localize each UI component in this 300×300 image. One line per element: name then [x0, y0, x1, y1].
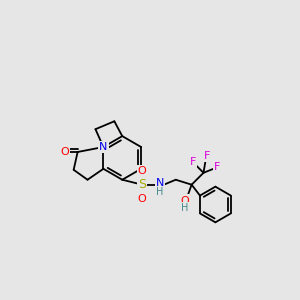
Text: F: F — [189, 157, 196, 167]
Text: O: O — [138, 166, 146, 176]
Text: S: S — [138, 178, 146, 191]
Text: F: F — [214, 162, 220, 172]
Text: O: O — [60, 147, 69, 157]
Text: H: H — [156, 187, 164, 196]
Text: N: N — [99, 142, 108, 152]
Text: N: N — [156, 178, 164, 188]
Text: F: F — [204, 151, 211, 161]
Text: O: O — [138, 194, 146, 203]
Text: O: O — [180, 196, 189, 206]
Text: H: H — [181, 203, 188, 214]
